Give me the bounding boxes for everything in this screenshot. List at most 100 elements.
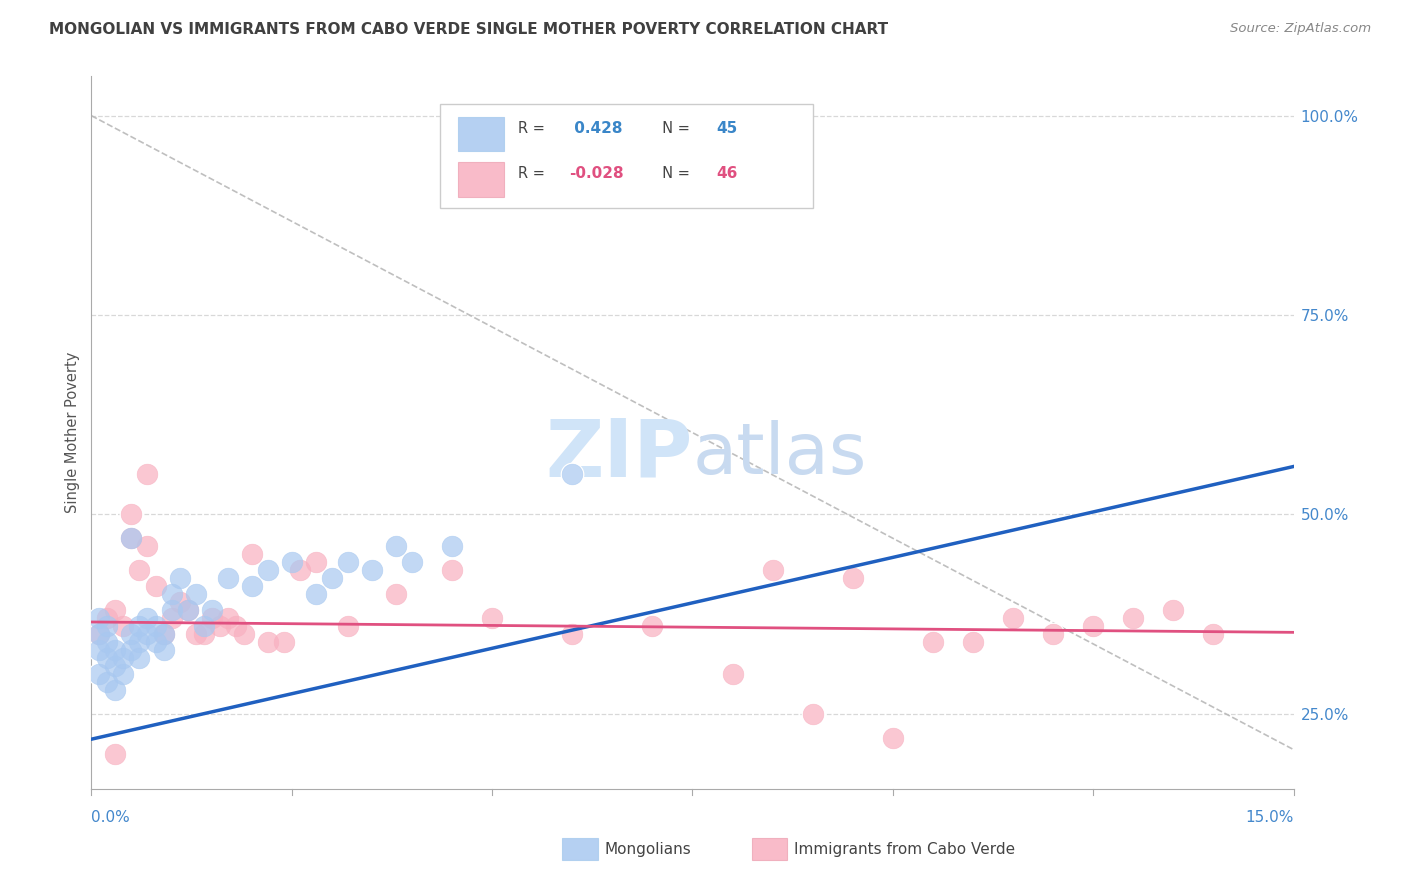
- Point: [336, 619, 359, 633]
- Point: [160, 611, 183, 625]
- Point: [128, 563, 150, 577]
- Point: [176, 603, 198, 617]
- Y-axis label: Single Mother Poverty: Single Mother Poverty: [65, 352, 80, 513]
- Point: [193, 619, 215, 633]
- Point: [104, 603, 127, 617]
- Point: [145, 619, 167, 633]
- Point: [112, 666, 135, 681]
- Point: [1202, 627, 1225, 641]
- Point: [121, 531, 143, 545]
- Point: [152, 627, 174, 641]
- Point: [1202, 627, 1225, 641]
- Point: [128, 563, 150, 577]
- Point: [1001, 611, 1024, 625]
- Text: 15.0%: 15.0%: [1246, 811, 1294, 825]
- Point: [305, 587, 328, 601]
- Point: [1163, 603, 1185, 617]
- Point: [240, 579, 263, 593]
- Point: [136, 539, 159, 553]
- Point: [112, 651, 135, 665]
- Point: [104, 682, 127, 697]
- Point: [152, 643, 174, 657]
- Text: atlas: atlas: [692, 419, 868, 489]
- Point: [136, 467, 159, 482]
- Point: [104, 643, 127, 657]
- Point: [112, 666, 135, 681]
- Point: [1042, 627, 1064, 641]
- Point: [962, 635, 984, 649]
- Text: Immigrants from Cabo Verde: Immigrants from Cabo Verde: [794, 842, 1015, 856]
- Point: [385, 587, 408, 601]
- Point: [641, 619, 664, 633]
- Point: [305, 555, 328, 569]
- Point: [96, 674, 118, 689]
- Point: [184, 587, 207, 601]
- Point: [160, 603, 183, 617]
- Point: [136, 611, 159, 625]
- Point: [922, 635, 945, 649]
- Point: [208, 619, 231, 633]
- Point: [184, 627, 207, 641]
- Point: [193, 627, 215, 641]
- Point: [104, 658, 127, 673]
- Point: [193, 627, 215, 641]
- Point: [104, 747, 127, 761]
- Point: [169, 571, 191, 585]
- Point: [96, 651, 118, 665]
- Point: [641, 619, 664, 633]
- Point: [273, 635, 295, 649]
- Point: [145, 579, 167, 593]
- Point: [440, 563, 463, 577]
- Point: [360, 563, 382, 577]
- Point: [232, 627, 254, 641]
- Point: [121, 643, 143, 657]
- Text: N =: N =: [652, 120, 695, 136]
- Point: [922, 635, 945, 649]
- Point: [136, 467, 159, 482]
- Point: [217, 611, 239, 625]
- Point: [288, 563, 311, 577]
- Point: [176, 603, 198, 617]
- Point: [160, 611, 183, 625]
- Point: [1083, 619, 1105, 633]
- Point: [89, 627, 111, 641]
- Point: [762, 563, 785, 577]
- Point: [96, 635, 118, 649]
- Point: [160, 603, 183, 617]
- Bar: [458, 117, 503, 152]
- Text: ZIP: ZIP: [546, 415, 692, 493]
- Point: [481, 611, 503, 625]
- Point: [273, 635, 295, 649]
- Point: [225, 619, 247, 633]
- Point: [145, 635, 167, 649]
- Point: [1122, 611, 1144, 625]
- Point: [1001, 611, 1024, 625]
- Point: [217, 611, 239, 625]
- Point: [256, 635, 278, 649]
- Point: [240, 547, 263, 561]
- Point: [145, 635, 167, 649]
- Point: [256, 635, 278, 649]
- Point: [89, 666, 111, 681]
- Point: [89, 643, 111, 657]
- Point: [561, 467, 583, 482]
- Point: [112, 619, 135, 633]
- Point: [721, 666, 744, 681]
- Point: [801, 706, 824, 721]
- Point: [89, 627, 111, 641]
- Point: [121, 643, 143, 657]
- Point: [121, 627, 143, 641]
- Point: [385, 539, 408, 553]
- Point: [89, 627, 111, 641]
- Point: [336, 619, 359, 633]
- Point: [841, 571, 863, 585]
- Point: [104, 603, 127, 617]
- Point: [882, 731, 904, 745]
- Point: [385, 539, 408, 553]
- Point: [201, 611, 224, 625]
- Point: [336, 555, 359, 569]
- Point: [112, 619, 135, 633]
- Point: [96, 651, 118, 665]
- Point: [104, 682, 127, 697]
- Point: [305, 555, 328, 569]
